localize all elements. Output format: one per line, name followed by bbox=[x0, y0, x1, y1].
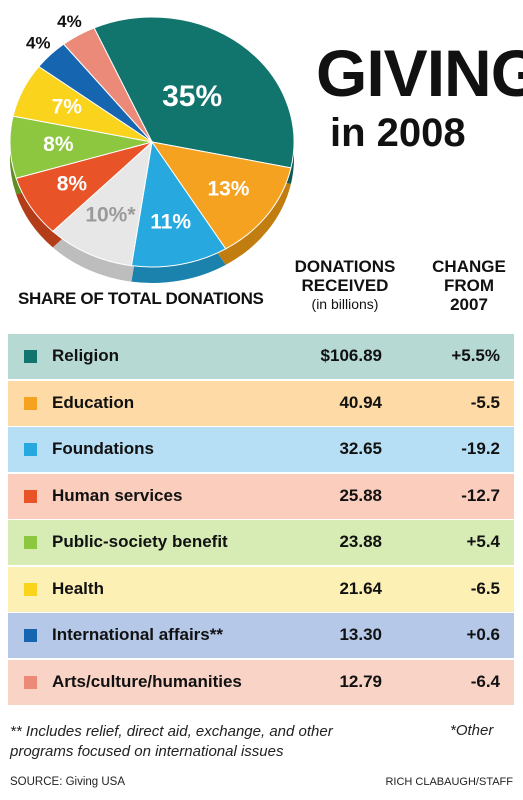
pie-slice-label: 4% bbox=[26, 34, 51, 53]
donations-column-header: DONATIONS RECEIVED (in billions) bbox=[290, 257, 400, 314]
donations-header-line2: RECEIVED bbox=[301, 276, 389, 295]
row-category: Health bbox=[52, 578, 104, 598]
row-category: Human services bbox=[52, 485, 183, 505]
row-change: -6.5 bbox=[470, 578, 500, 598]
title-line-2: in 2008 bbox=[330, 111, 466, 155]
pie-slice-label: 8% bbox=[43, 133, 74, 156]
row-donations: 40.94 bbox=[339, 392, 382, 412]
pie-slice bbox=[93, 16, 295, 169]
row-change: -12.7 bbox=[461, 485, 500, 505]
table-row: Health 21.64 -6.5 bbox=[8, 566, 514, 612]
row-category: Religion bbox=[52, 346, 120, 365]
pie-slice bbox=[150, 141, 292, 250]
change-header-line1: CHANGE bbox=[432, 257, 506, 276]
pie-chart: 35% 13% 11% 10%* 8% 8% 7% 4% 4% bbox=[9, 12, 295, 283]
change-header-line2: FROM bbox=[443, 276, 495, 295]
row-donations: 13.30 bbox=[339, 625, 382, 644]
table-row: Arts/culture/humanities 12.79 -6.4 bbox=[8, 659, 514, 705]
swatch-icon bbox=[24, 396, 37, 410]
swatch-icon bbox=[24, 629, 37, 642]
donations-header-unit: (in billions) bbox=[311, 296, 379, 312]
pie-slice-label: 7% bbox=[52, 95, 83, 118]
table-row: Religion $106.89 +5.5% bbox=[8, 334, 514, 379]
footnote: ** Includes relief, direct aid, exchange… bbox=[10, 723, 333, 760]
row-donations: 12.79 bbox=[339, 671, 382, 691]
pie-slice bbox=[130, 140, 227, 268]
table-row: Education 40.94 -5.5 bbox=[8, 380, 514, 426]
artist-credit: RICH CLABAUGH/STAFF bbox=[385, 776, 513, 788]
donations-table: Religion $106.89 +5.5% Education 40.94 -… bbox=[8, 334, 514, 706]
row-category: Education bbox=[52, 392, 135, 412]
swatch-icon bbox=[24, 536, 37, 549]
pie-slice-label: 35% bbox=[162, 80, 222, 113]
other-footnote: *Other bbox=[450, 722, 494, 739]
row-donations: $106.89 bbox=[320, 346, 382, 365]
row-change: +5.4 bbox=[466, 532, 500, 551]
row-change: +5.5% bbox=[451, 346, 500, 365]
pie-slice-label: 10%* bbox=[85, 203, 136, 226]
pie-slice-label: 4% bbox=[57, 12, 82, 31]
title-line-1: GIVING bbox=[316, 36, 523, 110]
pie-slice bbox=[62, 27, 153, 143]
pie-slice-label: 11% bbox=[150, 210, 191, 233]
row-category: International affairs** bbox=[52, 625, 223, 644]
change-header-line3: 2007 bbox=[450, 295, 488, 314]
donations-header-line1: DONATIONS bbox=[294, 257, 396, 276]
row-donations: 25.88 bbox=[339, 485, 382, 505]
row-donations: 23.88 bbox=[339, 532, 382, 551]
source-credit: SOURCE: Giving USA bbox=[10, 776, 126, 788]
row-change: -5.5 bbox=[470, 392, 500, 412]
row-category: Foundations bbox=[52, 439, 154, 458]
row-change: -19.2 bbox=[461, 439, 500, 458]
table-row: International affairs** 13.30 +0.6 bbox=[8, 613, 514, 658]
change-column-header: CHANGE FROM 2007 bbox=[424, 257, 514, 314]
swatch-icon bbox=[24, 489, 37, 503]
table-row: Public-society benefit 23.88 +5.4 bbox=[8, 520, 514, 565]
table-row: Foundations 32.65 -19.2 bbox=[8, 427, 514, 472]
table-row: Human services 25.88 -12.7 bbox=[8, 473, 514, 519]
chart-label: SHARE OF TOTAL DONATIONS bbox=[18, 289, 264, 308]
row-change: -6.4 bbox=[470, 671, 500, 691]
swatch-icon bbox=[24, 443, 37, 456]
row-donations: 21.64 bbox=[339, 578, 382, 598]
swatch-icon bbox=[24, 350, 37, 363]
row-category: Public-society benefit bbox=[52, 532, 228, 551]
pie-slice bbox=[52, 140, 153, 267]
row-change: +0.6 bbox=[466, 625, 500, 644]
row-category: Arts/culture/humanities bbox=[52, 671, 242, 691]
pie-slice-label: 13% bbox=[207, 177, 249, 200]
swatch-icon bbox=[24, 582, 37, 596]
pie-slice-label: 8% bbox=[57, 172, 88, 195]
row-donations: 32.65 bbox=[339, 439, 382, 458]
swatch-icon bbox=[24, 675, 37, 689]
